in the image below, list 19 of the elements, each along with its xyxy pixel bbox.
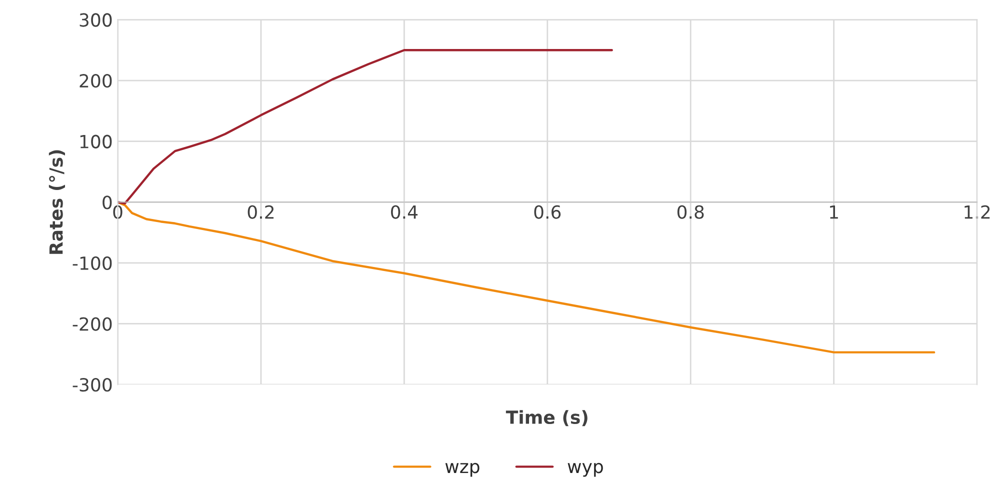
legend-label: wzp xyxy=(445,462,480,477)
x-tick-label: 0 xyxy=(113,205,122,219)
y-tick-label: -100 xyxy=(72,256,112,270)
y-tick-label: 300 xyxy=(80,13,112,27)
legend-label: wyp xyxy=(568,462,603,477)
x-tick-label: 1.2 xyxy=(964,205,990,219)
x-tick-label: 1 xyxy=(830,205,838,219)
x-tick-label: 0.4 xyxy=(391,205,418,219)
x-tick-label: 0.6 xyxy=(534,205,561,219)
y-axis-title: Rates (°/s) xyxy=(48,150,65,254)
y-tick-label: 200 xyxy=(80,74,112,88)
line-series xyxy=(118,49,613,204)
x-tick-label: 0.2 xyxy=(248,205,274,219)
y-tick-label: -300 xyxy=(72,378,112,392)
x-tick-label: 0.8 xyxy=(677,205,704,219)
y-tick-label: -200 xyxy=(72,317,112,331)
y-tick-label: 0 xyxy=(102,196,112,210)
y-tick-label: 100 xyxy=(80,134,112,148)
x-axis-title: Time (s) xyxy=(506,410,588,426)
